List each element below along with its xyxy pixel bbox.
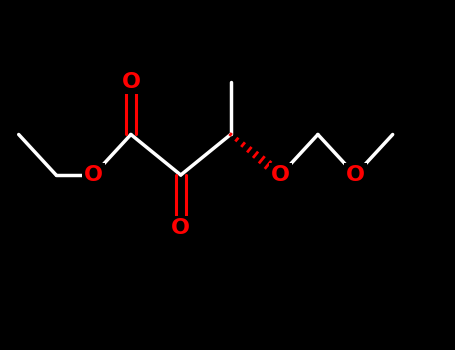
Text: O: O	[84, 165, 103, 185]
Text: O: O	[271, 165, 290, 185]
Text: O: O	[171, 218, 190, 238]
Text: O: O	[346, 165, 365, 185]
Text: O: O	[121, 71, 141, 91]
